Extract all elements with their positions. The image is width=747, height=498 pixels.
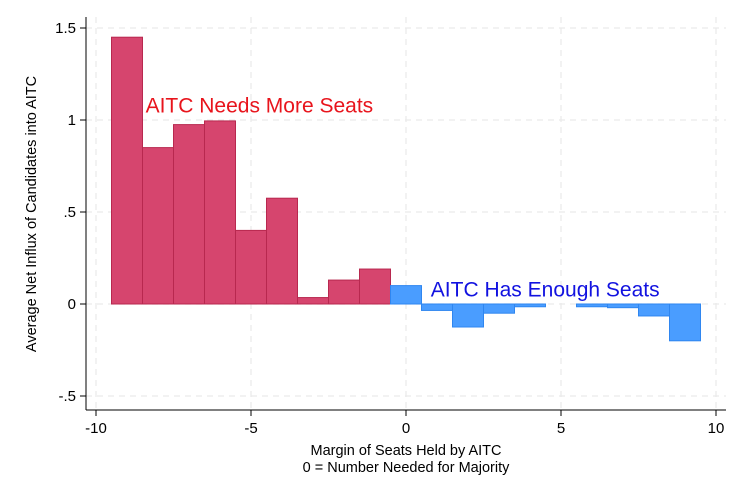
x-tick-label: 10 <box>708 420 725 437</box>
y-tick-label: 1 <box>68 112 76 129</box>
bar <box>328 279 360 305</box>
x-axis-subtitle: 0 = Number Needed for Majority <box>303 460 510 476</box>
bar <box>204 120 236 305</box>
x-axis-title: Margin of Seats Held by AITC <box>311 443 502 459</box>
y-axis-title: Average Net Influx of Candidates into AI… <box>24 76 40 352</box>
x-tick-label: 5 <box>557 420 565 437</box>
bar <box>297 297 329 305</box>
bar <box>359 268 391 305</box>
bar <box>421 303 453 311</box>
bar <box>452 303 484 328</box>
bar <box>111 36 143 305</box>
bar <box>173 124 205 305</box>
x-tick-label: -10 <box>85 420 107 437</box>
annotation-label: AITC Needs More Seats <box>146 95 374 118</box>
x-tick-label: -5 <box>244 420 257 437</box>
bar <box>514 303 546 308</box>
x-tick-label: 0 <box>402 420 410 437</box>
bar <box>607 303 639 309</box>
bar <box>483 303 515 314</box>
y-tick-label: 0 <box>68 296 76 313</box>
bar <box>142 147 174 305</box>
bar <box>669 303 701 342</box>
bar <box>235 229 267 305</box>
annotations: AITC Needs More Seats AITC Has Enough Sea… <box>146 95 660 302</box>
y-tick-label: 1.5 <box>55 20 76 37</box>
annotation-label: AITC Has Enough Seats <box>431 279 660 302</box>
bar <box>266 197 298 305</box>
bar <box>390 285 422 305</box>
y-tick-label: -.5 <box>58 388 76 405</box>
axes: -.5 0 .5 1 1.5 -10 -5 0 5 10 <box>55 17 726 437</box>
bar <box>638 303 670 317</box>
bar <box>576 303 608 308</box>
y-tick-label: .5 <box>63 204 76 221</box>
bars <box>111 36 701 342</box>
